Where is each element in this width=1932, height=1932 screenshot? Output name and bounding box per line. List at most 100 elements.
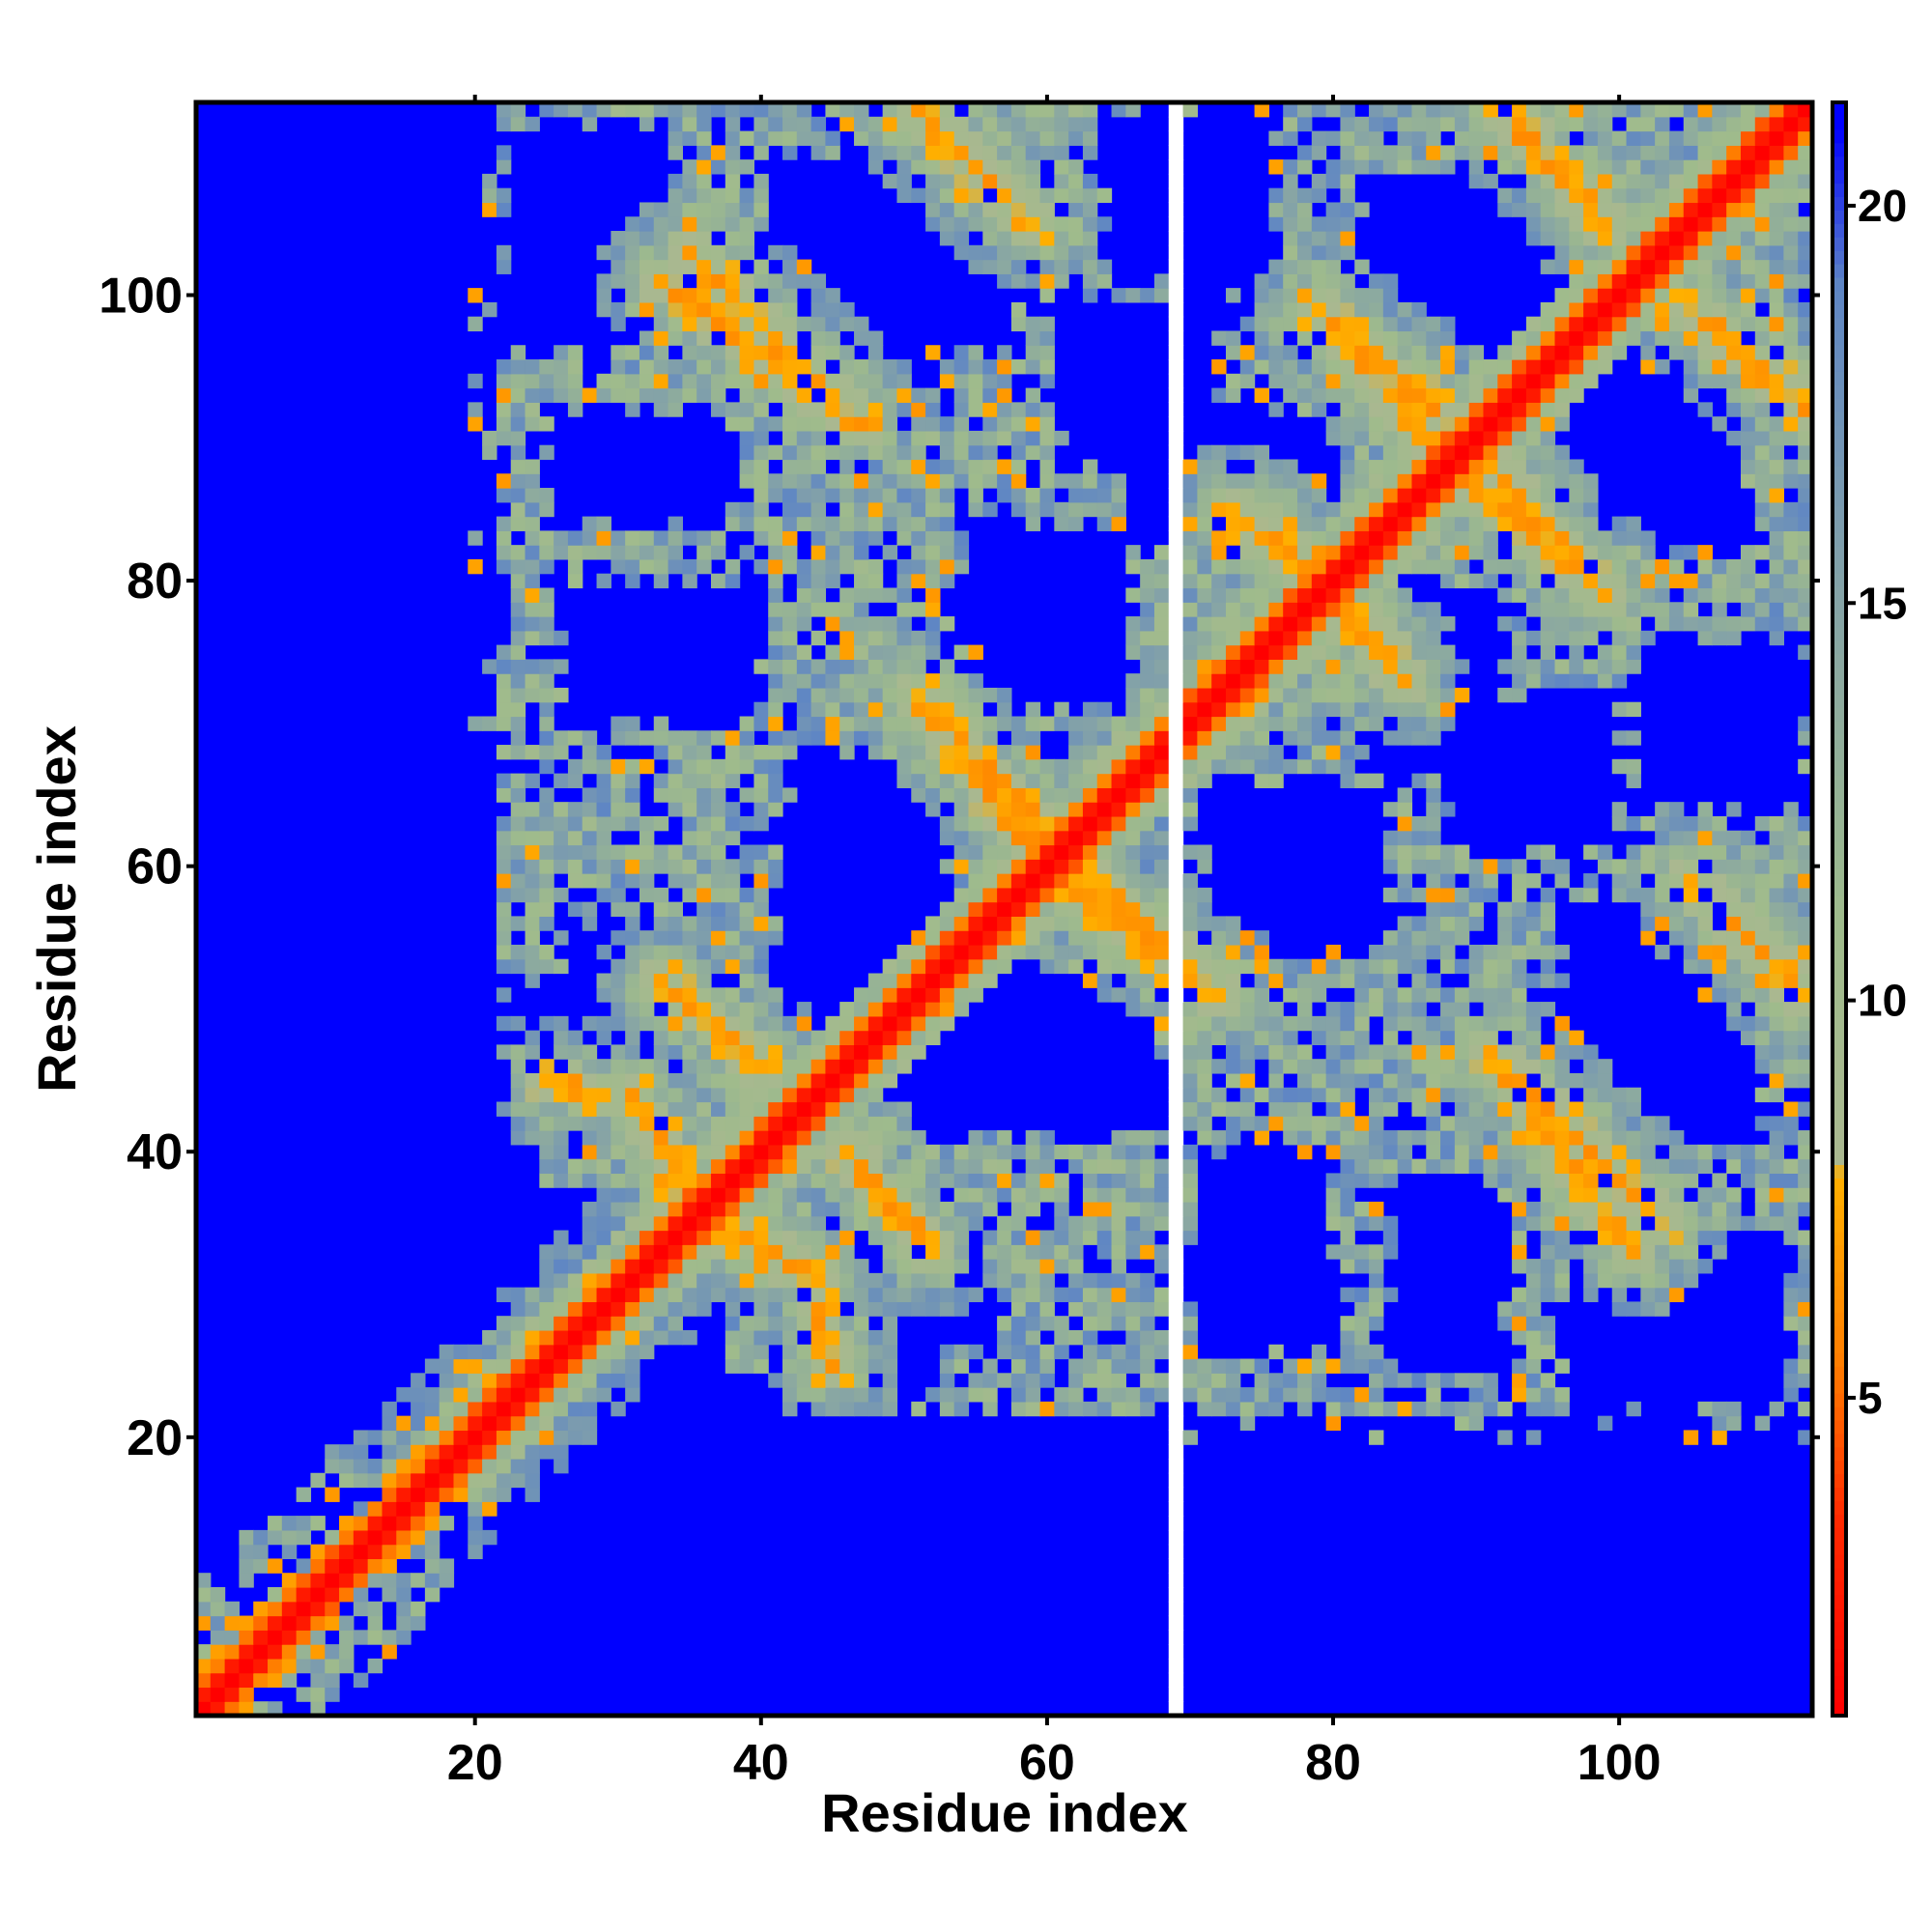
heatmap-cell — [1354, 444, 1370, 461]
heatmap-cell — [1454, 501, 1470, 518]
heatmap-cell — [896, 373, 912, 389]
heatmap-cell — [1096, 873, 1113, 889]
heatmap-cell — [710, 301, 726, 318]
heatmap-cell — [696, 387, 712, 403]
heatmap-cell — [325, 1658, 340, 1674]
heatmap-cell — [982, 944, 998, 960]
heatmap-cell — [710, 758, 726, 775]
heatmap-cell — [1311, 673, 1327, 689]
heatmap-cell — [1254, 602, 1269, 617]
heatmap-cell — [1454, 1072, 1470, 1089]
heatmap-cell — [1611, 558, 1628, 575]
heatmap-cell — [796, 1215, 812, 1232]
heatmap-cell — [1096, 1201, 1113, 1217]
heatmap-cell — [682, 1329, 697, 1346]
heatmap-cell — [1111, 716, 1126, 731]
heatmap-cell — [1411, 430, 1427, 446]
heatmap-cell — [1082, 773, 1098, 788]
heatmap-cell — [939, 1158, 955, 1175]
heatmap-cell — [782, 416, 798, 432]
heatmap-cell — [1512, 1130, 1527, 1146]
heatmap-cell — [768, 444, 783, 461]
heatmap-cell — [325, 1601, 340, 1617]
heatmap-cell — [596, 787, 611, 803]
heatmap-cell — [796, 1101, 812, 1117]
heatmap-cell — [1554, 1015, 1570, 1032]
heatmap-cell — [682, 330, 697, 346]
heatmap-cell — [1039, 345, 1055, 360]
heatmap-cell — [911, 387, 926, 403]
heatmap-cell — [1483, 573, 1498, 589]
heatmap-cell — [639, 1002, 655, 1017]
heatmap-cell — [1583, 473, 1599, 489]
heatmap-cell — [1010, 244, 1027, 261]
heatmap-cell — [1468, 488, 1485, 503]
heatmap-cell — [453, 1387, 469, 1403]
heatmap-cell — [1297, 1044, 1313, 1060]
heatmap-cell — [596, 830, 611, 846]
heatmap-cell — [1340, 1230, 1355, 1245]
heatmap-cell — [554, 530, 569, 546]
heatmap-cell — [1140, 1387, 1155, 1403]
heatmap-cell — [867, 459, 884, 474]
heatmap-cell — [854, 1215, 869, 1232]
heatmap-cell — [768, 1259, 783, 1274]
heatmap-cell — [1039, 1401, 1055, 1417]
heatmap-cell — [696, 1002, 712, 1017]
heatmap-cell — [682, 1072, 697, 1089]
heatmap-cell — [1497, 387, 1513, 403]
heatmap-cell — [968, 787, 983, 803]
heatmap-cell — [1411, 501, 1427, 518]
heatmap-cell — [1712, 1215, 1727, 1232]
heatmap-cell — [939, 1002, 955, 1017]
heatmap-cell — [953, 944, 970, 960]
heatmap-cell — [596, 301, 611, 318]
heatmap-cell — [1454, 687, 1470, 703]
heatmap-cell — [1468, 530, 1485, 546]
heatmap-cell — [1140, 987, 1155, 1003]
heatmap-cell — [1096, 1144, 1113, 1160]
heatmap-cell — [668, 259, 683, 274]
heatmap-cell — [867, 1401, 884, 1417]
heatmap-cell — [668, 973, 683, 988]
heatmap-cell — [1468, 987, 1485, 1003]
heatmap-cell — [611, 1002, 626, 1017]
heatmap-cell — [682, 815, 697, 832]
heatmap-cell — [768, 316, 783, 332]
heatmap-cell — [1068, 773, 1084, 788]
heatmap-cell — [1283, 630, 1298, 646]
heatmap-cell — [1426, 488, 1441, 503]
heatmap-cell — [525, 916, 540, 931]
heatmap-cell — [310, 1701, 326, 1717]
heatmap-cell — [682, 1015, 697, 1032]
heatmap-cell — [1712, 1401, 1727, 1417]
heatmap-cell — [1039, 1344, 1055, 1360]
heatmap-cell — [1140, 288, 1155, 303]
heatmap-cell — [1468, 916, 1485, 931]
heatmap-cell — [468, 1472, 483, 1489]
heatmap-cell — [1769, 987, 1784, 1003]
heatmap-cell — [1554, 1130, 1570, 1146]
heatmap-cell — [1454, 958, 1470, 975]
heatmap-cell — [1783, 873, 1799, 889]
heatmap-cell — [1440, 1015, 1456, 1032]
heatmap-cell — [639, 1344, 655, 1360]
heatmap-cell — [625, 987, 640, 1003]
heatmap-cell — [1540, 916, 1556, 931]
heatmap-cell — [1140, 687, 1155, 703]
heatmap-cell — [796, 1002, 812, 1017]
heatmap-cell — [1325, 288, 1342, 303]
heatmap-cell — [710, 944, 726, 960]
heatmap-cell — [1225, 288, 1241, 303]
heatmap-cell — [567, 402, 583, 417]
heatmap-cell — [625, 730, 640, 746]
heatmap-cell — [867, 558, 884, 575]
heatmap-cell — [1411, 701, 1427, 718]
heatmap-cell — [1754, 316, 1771, 332]
heatmap-cell — [1497, 973, 1513, 988]
heatmap-cell — [1583, 1244, 1599, 1260]
heatmap-cell — [925, 416, 941, 432]
heatmap-cell — [496, 815, 512, 832]
heatmap-cell — [710, 987, 726, 1003]
heatmap-cell — [1325, 301, 1342, 318]
